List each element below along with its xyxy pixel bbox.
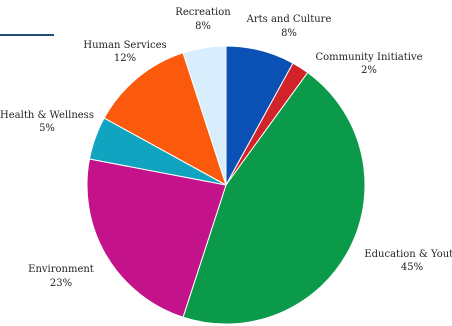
corner-rule [0, 34, 54, 36]
pie-slice-education-youth [182, 71, 366, 325]
label-health-wellness: Health & Wellness 5% [0, 110, 94, 134]
pie-slice-human-services [103, 52, 227, 187]
label-name: Community Initiative [315, 52, 422, 63]
label-recreation: Recreation 8% [175, 7, 231, 32]
label-percent: 8% [281, 28, 297, 39]
label-name: Arts and Culture [246, 14, 332, 25]
label-name: Recreation [175, 7, 231, 18]
label-name: Education & Youth [364, 249, 452, 260]
label-percent: 45% [401, 262, 423, 273]
label-environment: Environment 23% [28, 264, 94, 289]
label-name: Environment [28, 264, 94, 275]
label-percent: 5% [39, 123, 55, 134]
pie-slice-environment [86, 158, 227, 318]
label-education-youth: Education & Youth 45% [364, 249, 452, 273]
label-human-services: Human Services 12% [83, 40, 166, 64]
label-percent: 2% [361, 65, 377, 76]
label-name: Health & Wellness [0, 110, 94, 121]
label-percent: 23% [50, 278, 72, 289]
pie-slices [86, 45, 366, 325]
label-community-initiative: Community Initiative 2% [315, 52, 422, 76]
label-percent: 8% [195, 21, 211, 32]
pie-slice-recreation [182, 45, 227, 186]
label-name: Human Services [83, 40, 166, 51]
label-percent: 12% [114, 53, 136, 64]
label-arts-and-culture: Arts and Culture 8% [246, 14, 332, 39]
